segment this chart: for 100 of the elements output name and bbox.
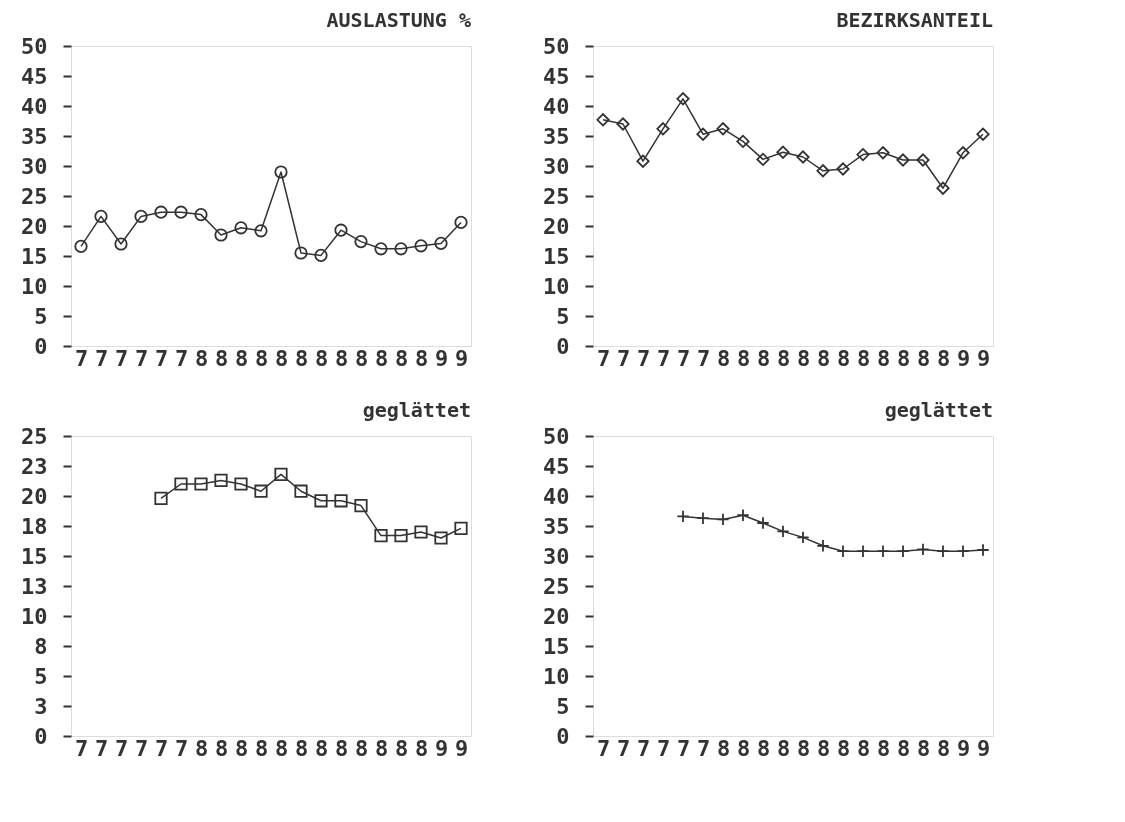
y-tick-label: 30 — [543, 543, 570, 569]
x-tick-label: 7 — [94, 345, 109, 371]
x-tick-label: 7 — [114, 735, 129, 761]
x-tick-label: 9 — [434, 735, 449, 761]
y-tick-label: 8 — [34, 633, 48, 659]
point — [294, 484, 308, 498]
y-tick-label: 35 — [543, 513, 570, 539]
x-tick-label: 8 — [736, 345, 751, 371]
x-tick-label: 7 — [596, 345, 611, 371]
x-tick-label: 8 — [716, 735, 731, 761]
point — [394, 529, 408, 543]
x-tick-label: 8 — [214, 735, 229, 761]
chart-title: geglättet — [362, 398, 471, 422]
y-tick-label: 35 — [21, 123, 48, 149]
x-tick-label: 9 — [434, 345, 449, 371]
point — [354, 235, 368, 249]
point — [274, 165, 288, 179]
point — [174, 477, 188, 491]
x-tick-label: 8 — [876, 345, 891, 371]
point — [896, 153, 910, 167]
y-tick-label: 20 — [21, 483, 48, 509]
x-tick-label: 8 — [756, 345, 771, 371]
chart-title: BEZIRKSANTEIL — [836, 8, 993, 32]
y-tick-label: 35 — [543, 123, 570, 149]
y-tick-label: 0 — [556, 723, 570, 749]
point — [354, 499, 368, 513]
x-tick-label: 9 — [454, 735, 469, 761]
point — [134, 209, 148, 223]
point — [174, 205, 188, 219]
x-tick-label: 7 — [696, 735, 711, 761]
y-tick-label: 25 — [543, 183, 570, 209]
point — [836, 162, 850, 176]
x-tick-label: 7 — [676, 345, 691, 371]
point — [154, 491, 168, 505]
point — [976, 127, 990, 141]
point — [636, 154, 650, 168]
point — [214, 228, 228, 242]
x-tick-label: 8 — [816, 345, 831, 371]
x-tick-label: 7 — [134, 345, 149, 371]
y-tick-label: 45 — [543, 453, 570, 479]
x-tick-label: 7 — [134, 735, 149, 761]
y-tick-label: 15 — [21, 543, 48, 569]
point — [334, 494, 348, 508]
x-tick-label: 9 — [454, 345, 469, 371]
x-tick-label: 8 — [856, 735, 871, 761]
x-tick-label: 7 — [174, 735, 189, 761]
y-tick-label: 25 — [543, 573, 570, 599]
y-tick-label: 13 — [21, 573, 48, 599]
x-tick-label: 7 — [154, 735, 169, 761]
x-tick-label: 7 — [696, 345, 711, 371]
x-tick-label: 8 — [374, 735, 389, 761]
x-tick-label: 7 — [114, 345, 129, 371]
y-tick-label: 10 — [21, 603, 48, 629]
point — [314, 248, 328, 262]
y-tick-label: 5 — [34, 663, 48, 689]
y-tick-label: 15 — [543, 243, 570, 269]
chart-title: AUSLASTUNG % — [326, 8, 471, 32]
point — [696, 127, 710, 141]
point — [394, 242, 408, 256]
point — [214, 473, 228, 487]
y-tick-label: 30 — [543, 153, 570, 179]
point — [796, 150, 810, 164]
x-tick-label: 7 — [94, 735, 109, 761]
point — [676, 92, 690, 106]
y-tick-label: 25 — [21, 423, 48, 449]
y-tick-label: 3 — [34, 693, 48, 719]
point — [154, 205, 168, 219]
x-tick-label: 8 — [214, 345, 229, 371]
x-tick-label: 8 — [796, 345, 811, 371]
x-tick-label: 7 — [616, 345, 631, 371]
y-tick-label: 20 — [21, 213, 48, 239]
x-tick-label: 8 — [916, 735, 931, 761]
x-tick-label: 8 — [294, 735, 309, 761]
x-tick-label: 8 — [936, 345, 951, 371]
point — [454, 215, 468, 229]
x-tick-label: 7 — [154, 345, 169, 371]
y-tick-label: 23 — [21, 453, 48, 479]
x-tick-label: 8 — [334, 735, 349, 761]
x-tick-label: 8 — [394, 345, 409, 371]
x-tick-label: 8 — [836, 345, 851, 371]
point — [656, 122, 670, 136]
x-tick-label: 8 — [756, 735, 771, 761]
y-tick-label: 30 — [21, 153, 48, 179]
y-tick-label: 18 — [21, 513, 48, 539]
point — [916, 153, 930, 167]
x-tick-label: 9 — [956, 735, 971, 761]
y-tick-label: 50 — [21, 33, 48, 59]
point — [736, 134, 750, 148]
point — [414, 525, 428, 539]
point — [374, 529, 388, 543]
x-tick-label: 8 — [354, 735, 369, 761]
x-tick-label: 8 — [354, 345, 369, 371]
x-tick-label: 8 — [234, 735, 249, 761]
point — [254, 484, 268, 498]
x-tick-label: 8 — [254, 345, 269, 371]
point — [74, 239, 88, 253]
y-tick-label: 50 — [543, 33, 570, 59]
point — [294, 246, 308, 260]
x-tick-label: 8 — [334, 345, 349, 371]
x-tick-label: 8 — [736, 735, 751, 761]
